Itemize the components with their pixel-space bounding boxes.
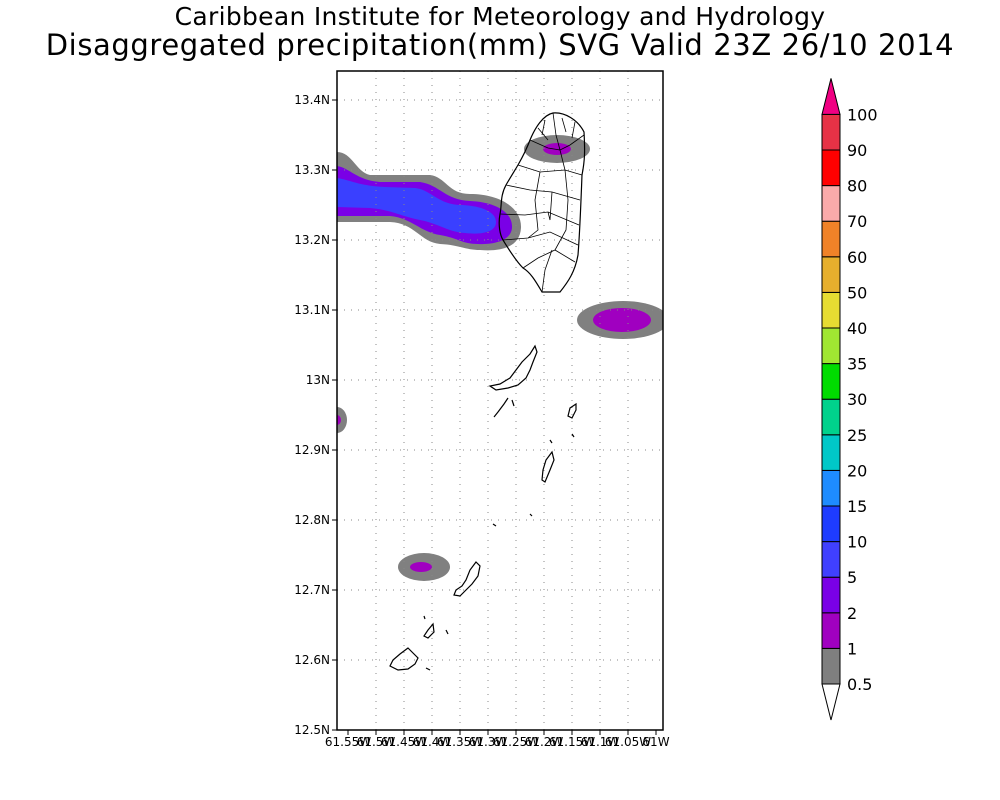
colorbar-segment xyxy=(821,398,841,436)
colorbar-segment xyxy=(821,256,841,293)
lon-tick-label: 61.45W xyxy=(381,735,427,749)
lat-tick-label: 13.1N xyxy=(294,303,330,317)
lon-tick-label: 61.5W xyxy=(357,735,396,749)
colorbar-segment xyxy=(821,612,841,649)
colorbar-label: 1 xyxy=(847,639,857,658)
colorbar-label: 25 xyxy=(847,426,867,445)
st-vincent-island xyxy=(498,112,586,293)
map-frame xyxy=(336,70,664,731)
mustique-island xyxy=(567,402,577,419)
lon-tick-label: 61.1W xyxy=(581,735,620,749)
colorbar-segment xyxy=(821,185,841,222)
precip-band-blue xyxy=(337,178,496,234)
colorbar-segment xyxy=(821,576,841,614)
precip-north-tip-purple xyxy=(543,143,571,155)
colorbar-min-arrow xyxy=(821,683,841,721)
colorbar-label: 50 xyxy=(847,283,867,302)
colorbar-label: 20 xyxy=(847,461,867,480)
colorbar-segment xyxy=(821,469,841,507)
colorbar-segment xyxy=(821,434,841,471)
colorbar-segment xyxy=(821,363,841,400)
lon-tick-label: 61.55W xyxy=(325,735,371,749)
colorbar-label: 0.5 xyxy=(847,675,872,694)
colorbar-label: 90 xyxy=(847,141,867,160)
colorbar-segment xyxy=(821,113,841,151)
colorbar-segment xyxy=(821,149,841,187)
land-outlines xyxy=(389,112,586,671)
islet-1 xyxy=(492,433,575,527)
colorbar-label: 2 xyxy=(847,604,857,623)
header-title: Caribbean Institute for Meteorology and … xyxy=(174,2,826,31)
colorbar-label: 5 xyxy=(847,568,857,587)
lat-tick-label: 13.2N xyxy=(294,233,330,247)
lon-tick-label: 61.05W xyxy=(605,735,651,749)
lon-tick-label: 61W xyxy=(642,735,669,749)
colorbar-label: 35 xyxy=(847,355,867,374)
lon-tick-label: 61.2W xyxy=(525,735,564,749)
colorbar-label: 10 xyxy=(847,533,867,552)
lon-tick-label: 61.25W xyxy=(493,735,539,749)
longitude-axis: 61.55W61.5W61.45W61.4W61.35W61.3W61.25W6… xyxy=(325,730,670,749)
precip-east-purple xyxy=(593,308,651,332)
islet-2 xyxy=(423,615,449,671)
lat-tick-label: 13N xyxy=(306,373,330,387)
latitude-axis: 12.5N 12.6N 12.7N 12.8N 12.9N 13N 13.1N 13.2N 13… xyxy=(294,93,337,737)
precip-west-edge-gray xyxy=(337,407,347,433)
lon-tick-label: 61.15W xyxy=(549,735,595,749)
map-grid xyxy=(337,71,663,730)
colorbar-segment xyxy=(821,220,841,258)
lat-tick-label: 12.6N xyxy=(294,653,330,667)
st-vincent-drainage xyxy=(499,112,585,293)
header-subtitle: Disaggregated precipitation(mm) SVG Vali… xyxy=(45,28,955,62)
lat-tick-label: 13.4N xyxy=(294,93,330,107)
colorbar-label: 40 xyxy=(847,319,867,338)
colorbar-segment xyxy=(821,505,841,543)
lat-tick-label: 12.8N xyxy=(294,513,330,527)
canouan-island xyxy=(541,450,555,483)
precipitation-layer xyxy=(337,135,663,581)
colorbar-max-arrow xyxy=(821,78,841,115)
colorbar-label: 100 xyxy=(847,105,878,124)
union-area-island xyxy=(453,561,481,597)
carriacou-main-island xyxy=(389,647,419,671)
lon-tick-label: 61.35W xyxy=(437,735,483,749)
colorbar-segment xyxy=(821,541,841,578)
colorbar-label: 80 xyxy=(847,177,867,196)
colorbar-segment xyxy=(821,291,841,329)
precip-west-edge-purple xyxy=(337,415,341,425)
colorbar-segment xyxy=(821,327,841,365)
colorbar-label: 70 xyxy=(847,212,867,231)
lon-tick-label: 61.3W xyxy=(469,735,508,749)
lat-tick-label: 12.9N xyxy=(294,443,330,457)
colorbar-label: 30 xyxy=(847,390,867,409)
bequia-island xyxy=(488,344,538,391)
colorbar-label: 15 xyxy=(847,497,867,516)
bequia-islet xyxy=(493,397,515,418)
carriacou-island xyxy=(423,622,435,639)
lon-tick-label: 61.4W xyxy=(413,735,452,749)
precip-union-purple xyxy=(410,562,432,572)
lat-tick-label: 12.5N xyxy=(294,723,330,737)
colorbar-label: 60 xyxy=(847,248,867,267)
lat-tick-label: 13.3N xyxy=(294,163,330,177)
colorbar-segment xyxy=(821,647,841,685)
lat-tick-label: 12.7N xyxy=(294,583,330,597)
